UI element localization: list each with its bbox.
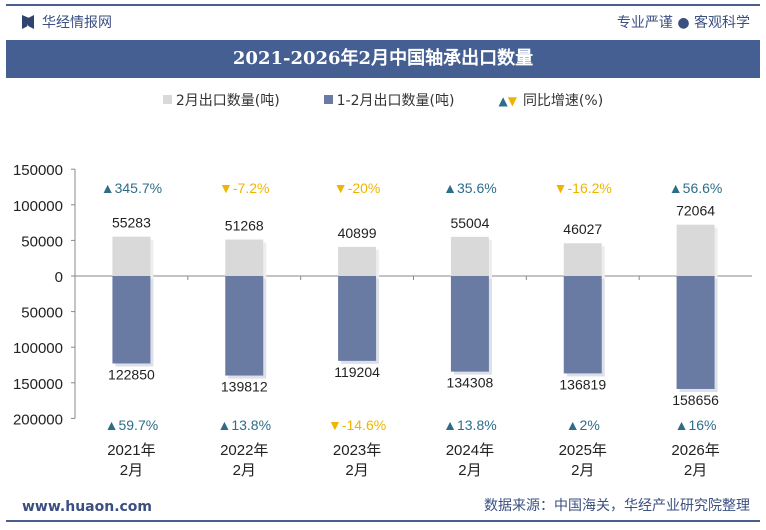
growth-label: ▲13.8%	[443, 417, 497, 433]
brand-name: 华经情报网	[42, 15, 112, 31]
x-tick-label: 2月	[120, 462, 143, 479]
x-tick-label: 2月	[458, 462, 481, 479]
bar-monthly	[338, 246, 377, 276]
bar-monthly	[450, 236, 489, 276]
growth-label: ▼-20%	[334, 180, 381, 196]
brand: 华经情报网	[22, 12, 112, 32]
growth-label: ▲345.7%	[101, 180, 162, 196]
chart-title: 2021-2026年2月中国轴承出口数量	[6, 40, 760, 78]
x-tick-label: 2026年	[671, 442, 719, 459]
bar-monthly	[112, 236, 151, 276]
growth-label: ▲13.8%	[217, 417, 271, 433]
legend-label: 2月出口数量(吨)	[175, 93, 280, 109]
x-tick-label: 2月	[571, 462, 594, 479]
website: www.huaon.com	[22, 499, 153, 515]
y-tick-label: 0	[55, 269, 63, 286]
bar-cumulative	[112, 276, 151, 364]
legend-swatch	[323, 95, 333, 104]
growth-label: ▼-16.2%	[554, 180, 612, 196]
bar-cumulative	[450, 276, 489, 372]
bar-cumulative	[225, 276, 264, 376]
legend-item-growth: ▲▼ 同比增速(%)	[498, 90, 603, 110]
x-tick-label: 2022年	[220, 442, 268, 459]
value-label-monthly: 55004	[450, 215, 489, 231]
y-tick-label: 100000	[13, 340, 63, 357]
value-label-monthly: 72064	[676, 203, 715, 219]
legend-label: 1-2月出口数量(吨)	[336, 93, 455, 109]
bar-cumulative	[563, 276, 602, 374]
bar-monthly	[225, 239, 264, 276]
legend-item-monthly: 2月出口数量(吨)	[162, 90, 280, 110]
data-source: 数据来源：中国海关，华经产业研究院整理	[484, 498, 750, 514]
y-tick-label: 50000	[21, 305, 63, 322]
bottom-divider	[6, 520, 760, 522]
growth-label: ▲35.6%	[443, 180, 497, 196]
legend: 2月出口数量(吨) 1-2月出口数量(吨) ▲▼ 同比增速(%)	[0, 90, 766, 110]
legend-item-cumulative: 1-2月出口数量(吨)	[323, 90, 455, 110]
growth-label: ▼-14.6%	[328, 417, 386, 433]
x-tick-label: 2025年	[559, 442, 607, 459]
value-label-cumulative: 158656	[672, 392, 719, 408]
value-label-cumulative: 136819	[559, 376, 606, 392]
value-label-cumulative: 139812	[221, 379, 268, 395]
value-label-cumulative: 122850	[108, 366, 155, 382]
value-label-cumulative: 134308	[447, 375, 494, 391]
growth-label: ▼-7.2%	[219, 180, 269, 196]
y-tick-label: 50000	[21, 233, 63, 250]
growth-label: ▲56.6%	[669, 180, 723, 196]
x-tick-label: 2月	[233, 462, 256, 479]
legend-swatch	[162, 95, 172, 104]
growth-label: ▲2%	[566, 417, 600, 433]
x-tick-label: 2024年	[446, 442, 494, 459]
value-label-monthly: 46027	[563, 221, 602, 237]
x-tick-label: 2021年	[107, 442, 155, 459]
bar-cumulative	[676, 276, 715, 389]
triangle-up-icon: ▲	[498, 94, 508, 108]
x-tick-label: 2023年	[333, 442, 381, 459]
motto: 专业严谨 ● 客观科学	[616, 15, 750, 31]
growth-label: ▲59.7%	[105, 417, 159, 433]
triangle-down-icon: ▼	[507, 94, 517, 108]
logo-icon	[22, 15, 34, 29]
value-label-monthly: 51268	[225, 217, 264, 233]
value-label-cumulative: 119204	[334, 364, 380, 380]
x-tick-label: 2月	[684, 462, 707, 479]
value-label-monthly: 40899	[338, 225, 377, 241]
growth-label: ▲16%	[675, 417, 717, 433]
y-tick-label: 150000	[13, 162, 63, 179]
value-label-monthly: 55283	[112, 215, 151, 231]
bar-monthly	[676, 224, 715, 276]
x-tick-label: 2月	[345, 462, 368, 479]
y-tick-label: 100000	[13, 198, 63, 215]
bar-monthly	[563, 243, 602, 276]
y-tick-label: 200000	[13, 411, 63, 428]
y-tick-label: 150000	[13, 376, 63, 393]
bar-cumulative	[338, 276, 377, 361]
top-divider	[6, 4, 760, 6]
legend-label: 同比增速(%)	[522, 93, 604, 109]
